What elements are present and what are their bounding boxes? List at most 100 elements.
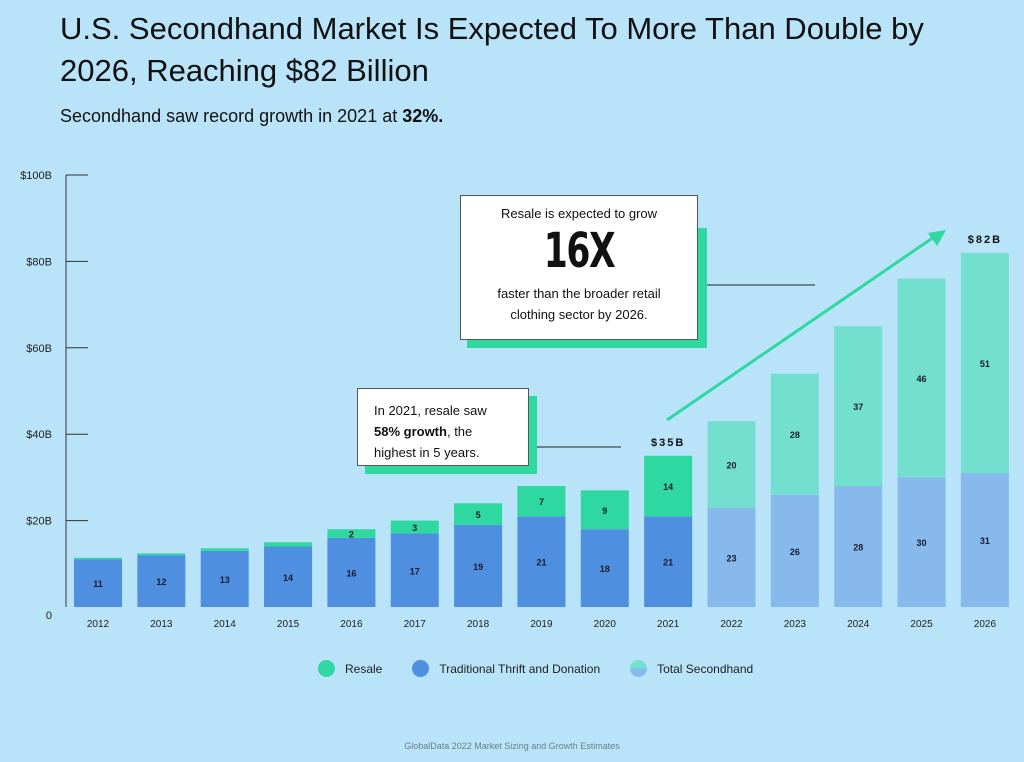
growth-callout-multiplier: 16X [543, 223, 616, 279]
bar-resale-2022 [707, 421, 756, 508]
growth-callout-line2b: clothing sector by 2026. [510, 307, 648, 322]
subtitle-emphasis: 32%. [402, 106, 444, 126]
total-annotation-2026: $82B [968, 234, 1002, 246]
bar-label-thrift-2013: 12 [156, 577, 166, 587]
legend-item-thrift: Traditional Thrift and Donation [412, 660, 600, 677]
bar-resale-2016 [327, 529, 376, 538]
legend-label-resale: Resale [345, 661, 383, 676]
x-tick-label-2015: 2015 [277, 619, 300, 630]
y-tick-label: $80B [26, 256, 52, 268]
y-tick-label: $40B [26, 429, 52, 441]
resale-callout-line3: highest in 5 years. [374, 445, 480, 460]
bar-resale-2025 [897, 278, 946, 478]
x-tick-label-2024: 2024 [847, 619, 870, 630]
chart-subtitle: Secondhand saw record growth in 2021 at … [60, 106, 443, 127]
x-tick-label-2012: 2012 [87, 619, 110, 630]
legend-item-resale: Resale [318, 660, 382, 677]
x-tick-label-2019: 2019 [530, 619, 553, 630]
x-tick-label-2016: 2016 [340, 619, 363, 630]
resale-callout: In 2021, resale saw 58% growth, the high… [357, 388, 529, 466]
total-annotation-2021: $35B [651, 437, 685, 449]
bar-resale-2013 [137, 553, 186, 556]
bar-thrift-2020 [580, 529, 629, 607]
x-tick-label-2025: 2025 [910, 619, 933, 630]
subtitle-text: Secondhand saw record growth in 2021 at [60, 106, 403, 126]
bar-resale-2017 [390, 520, 439, 534]
bar-label-resale-2023: 28 [790, 430, 800, 440]
bar-resale-2020 [580, 490, 629, 530]
bar-label-thrift-2024: 28 [853, 543, 863, 553]
bar-resale-2014 [200, 548, 249, 551]
resale-callout-line2: 58% growth, the [374, 421, 512, 442]
bar-thrift-2023 [770, 494, 819, 607]
bar-resale-2012 [74, 557, 122, 560]
bar-thrift-2012 [74, 559, 122, 607]
legend-swatch-thrift [412, 660, 430, 677]
bar-thrift-2022 [707, 507, 756, 607]
legend-swatch-resale [318, 660, 335, 677]
bar-resale-2019 [517, 486, 566, 517]
source-note: GlobalData 2022 Market Sizing and Growth… [404, 741, 620, 751]
bar-thrift-2014 [200, 550, 249, 607]
growth-arrow-head [928, 230, 946, 246]
x-tick-label-2018: 2018 [467, 619, 490, 630]
growth-callout-line1: Resale is expected to grow [500, 206, 658, 221]
y-tick-label: 0 [46, 610, 52, 622]
bar-thrift-2026 [960, 473, 1009, 607]
x-tick-label-2017: 2017 [404, 619, 427, 630]
resale-callout-line1: In 2021, resale saw [374, 403, 487, 418]
chart-title: U.S. Secondhand Market Is Expected To Mo… [60, 11, 924, 88]
bar-label-resale-2016: 2 [349, 530, 354, 540]
bar-label-thrift-2017: 17 [410, 566, 420, 576]
y-tick-label: $60B [26, 343, 52, 355]
bar-thrift-2024 [834, 486, 883, 607]
bar-resale-2024 [834, 326, 883, 487]
x-tick-label-2021: 2021 [657, 619, 680, 630]
y-tick-label: $20B [26, 516, 52, 528]
x-tick-label-2023: 2023 [784, 619, 807, 630]
legend-label-total: Total Secondhand [657, 661, 754, 676]
bar-label-thrift-2023: 26 [790, 547, 800, 557]
x-tick-label-2014: 2014 [214, 619, 237, 630]
legend-label-thrift: Traditional Thrift and Donation [439, 661, 601, 676]
legend-swatch-total [630, 660, 648, 677]
growth-arrow-line [666, 235, 935, 422]
bar-resale-2018 [454, 503, 503, 525]
x-tick-label-2020: 2020 [594, 619, 617, 630]
bar-label-resale-2021: 14 [663, 482, 673, 492]
x-tick-label-2022: 2022 [720, 619, 743, 630]
bar-thrift-2017 [390, 533, 439, 607]
bar-thrift-2018 [454, 524, 503, 607]
bar-label-thrift-2015: 14 [283, 573, 293, 583]
legend-item-total: Total Secondhand [630, 660, 753, 677]
bar-resale-2021 [644, 455, 693, 517]
bar-label-thrift-2025: 30 [917, 538, 927, 548]
bar-label-resale-2026: 51 [980, 359, 990, 369]
bar-resale-2015 [264, 542, 313, 547]
growth-callout: Resale is expected to grow 16X faster th… [460, 195, 698, 340]
bar-label-resale-2025: 46 [917, 374, 927, 384]
bar-label-thrift-2019: 21 [536, 558, 546, 568]
growth-callout-line2: faster than the broader retail clothing … [461, 283, 697, 325]
resale-callout-after: , the [446, 424, 473, 439]
bar-label-resale-2018: 5 [476, 510, 481, 520]
chart-legend: Resale Traditional Thrift and Donation T… [318, 660, 753, 677]
bar-thrift-2013 [137, 555, 186, 607]
bar-label-thrift-2014: 13 [220, 575, 230, 585]
bar-label-resale-2020: 9 [602, 506, 607, 516]
bar-label-thrift-2022: 23 [726, 553, 736, 563]
bar-label-resale-2024: 37 [853, 402, 863, 412]
resale-callout-emphasis: 58% growth [374, 424, 447, 439]
bar-label-resale-2022: 20 [726, 460, 736, 470]
bar-resale-2026 [960, 252, 1009, 474]
bar-resale-2023 [770, 373, 819, 495]
bar-thrift-2015 [264, 546, 313, 607]
x-tick-label-2026: 2026 [974, 619, 997, 630]
bar-label-thrift-2021: 21 [663, 558, 673, 568]
bar-thrift-2021 [644, 516, 693, 607]
bar-label-thrift-2026: 31 [980, 536, 990, 546]
bar-label-resale-2019: 7 [539, 497, 544, 507]
growth-callout-line2a: faster than the broader retail [497, 286, 661, 301]
x-tick-label-2013: 2013 [150, 619, 173, 630]
